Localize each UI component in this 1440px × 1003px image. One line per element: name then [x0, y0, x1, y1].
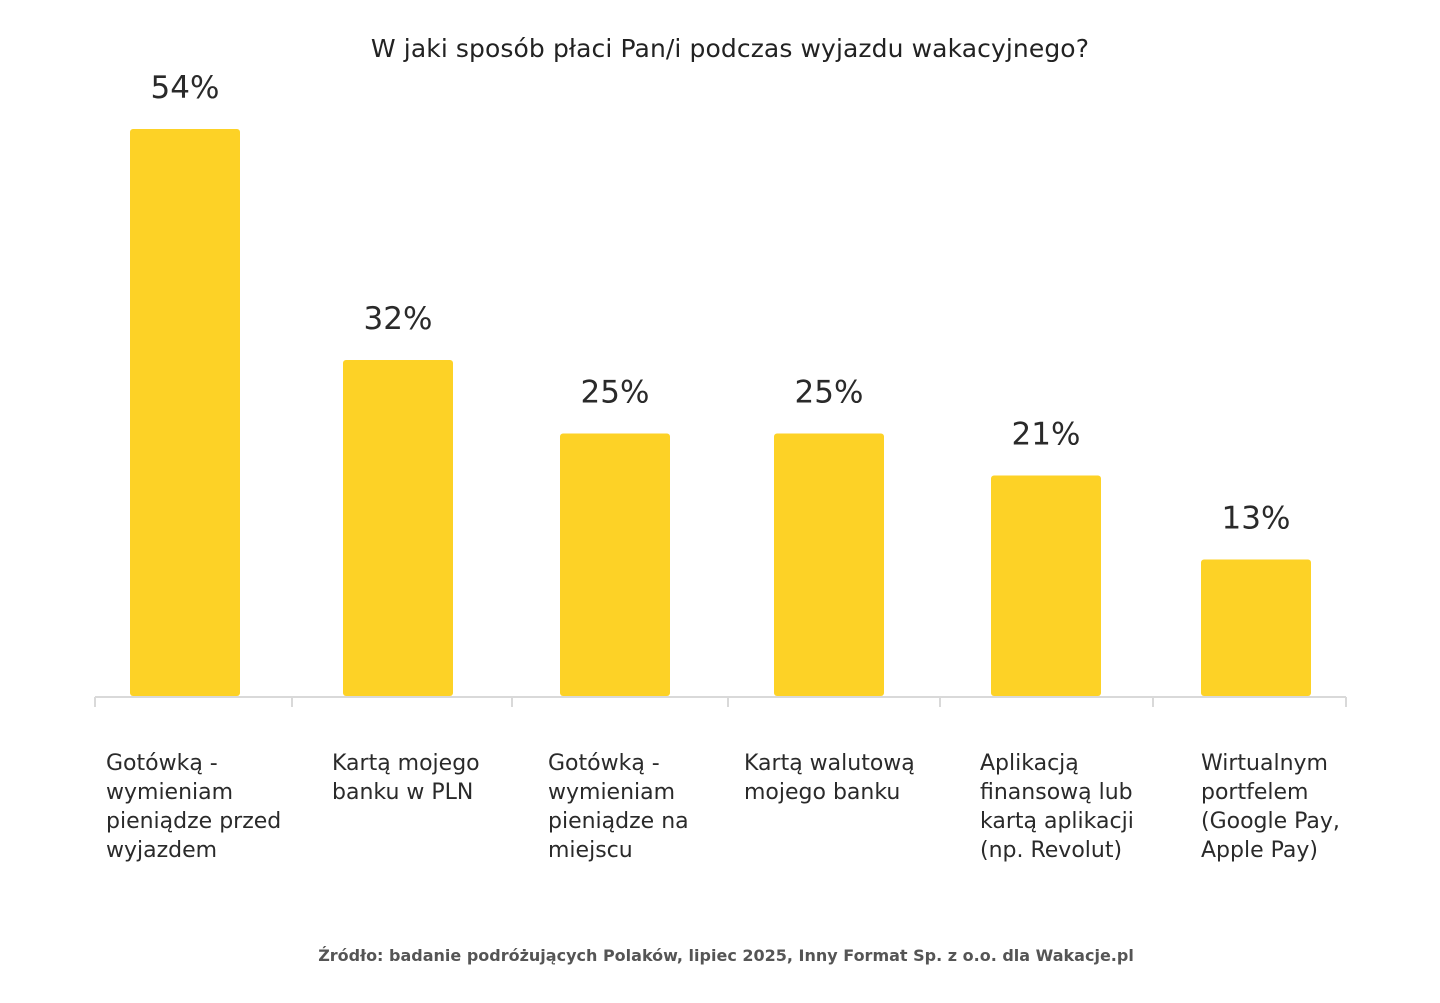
category-label-1: Gotówką - wymieniam pieniądze przed wyjazde…	[106, 749, 281, 865]
category-label-2: Kartą mojego banku w PLN	[332, 749, 480, 807]
category-label-line: Kartą walutową	[744, 751, 915, 776]
category-label-line: Kartą mojego	[332, 751, 480, 776]
category-label-line: finansową lub	[980, 780, 1133, 805]
category-label-line: miejscu	[548, 838, 633, 863]
category-label-line: pieniądze przed	[106, 809, 282, 834]
value-label-3: 25%	[581, 375, 650, 411]
bar-2	[343, 360, 453, 696]
category-label-line: portfelem	[1201, 780, 1309, 805]
category-label-line: (np. Revolut)	[980, 838, 1123, 863]
chart-title: W jaki sposób płaci Pan/i podczas wyjazd…	[370, 34, 1090, 63]
category-label-line: Gotówką -	[106, 751, 218, 776]
source-note: Źródło: badanie podróżujących Polaków, l…	[318, 946, 1134, 965]
category-label-line: Apple Pay)	[1201, 838, 1318, 863]
category-label-5: Aplikacją finansową lub kartą aplikacji (np…	[980, 749, 1134, 865]
category-label-line: Gotówką -	[548, 751, 660, 776]
value-label-2: 32%	[364, 301, 433, 337]
category-label-3: Gotówką - wymieniam pieniądze na miejscu	[548, 749, 689, 865]
category-label-line: wymieniam	[106, 780, 234, 805]
value-labels: 54% 32% 25% 25% 21% 13%	[151, 70, 1291, 537]
bar-3	[560, 433, 670, 696]
value-label-4: 25%	[795, 375, 864, 411]
value-label-6: 13%	[1222, 501, 1291, 537]
category-label-line: mojego banku	[744, 780, 901, 805]
category-label-line: pieniądze na	[548, 809, 689, 834]
category-label-line: (Google Pay,	[1201, 809, 1340, 834]
category-label-line: wymieniam	[548, 780, 676, 805]
category-label-4: Kartą walutową mojego banku	[744, 749, 915, 807]
bar-6	[1201, 559, 1311, 696]
category-label-line: banku w PLN	[332, 780, 474, 805]
category-label-line: Aplikacją	[980, 751, 1079, 776]
bars-layer	[130, 129, 1311, 696]
bar-5	[991, 475, 1101, 696]
x-axis	[94, 696, 1347, 707]
category-label-line: wyjazdem	[106, 838, 218, 863]
category-label-line: kartą aplikacji	[980, 809, 1134, 834]
category-label-6: Wirtualnym portfelem (Google Pay, Apple Pay…	[1201, 749, 1340, 865]
category-label-line: Wirtualnym	[1201, 751, 1328, 776]
value-label-1: 54%	[151, 70, 220, 106]
value-label-5: 21%	[1012, 417, 1081, 453]
bar-1	[130, 129, 240, 696]
bar-4	[774, 433, 884, 696]
